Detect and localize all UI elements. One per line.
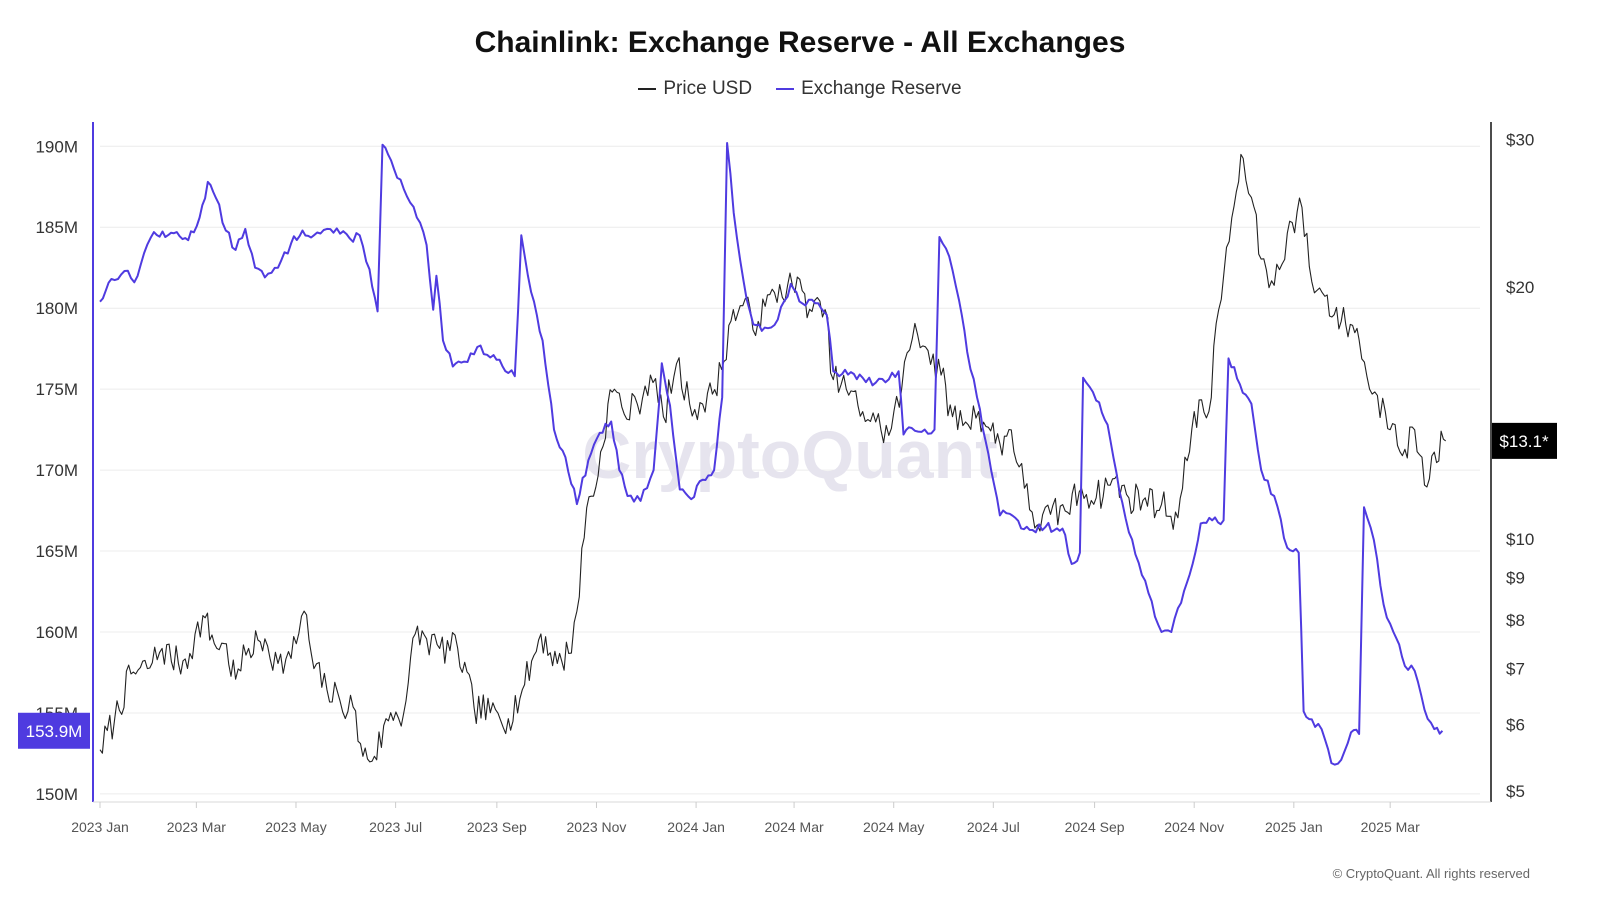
right-tick-label: $5 [1506,782,1525,801]
price-current-badge [1492,422,1557,459]
x-axis-ticks: 2023 Jan 2023 Mar 2023 May 2023 Jul 2023 Sep… [71,802,1420,835]
x-tick-label: 2025 Jan [1265,819,1323,835]
x-tick-label: 2023 Nov [567,819,627,835]
left-tick-label: 170M [35,461,78,480]
current-value-badges: 153.9M $13.1* [18,422,1557,749]
left-tick-label: 160M [35,623,78,642]
right-tick-label: $8 [1506,611,1525,630]
price-line [99,153,1447,763]
legend-swatch-price [638,88,657,90]
legend-label-reserve: Exchange Reserve [801,78,962,99]
x-tick-label: 2023 Sep [467,819,527,835]
reserve-series [99,142,1444,766]
left-tick-label: 175M [35,380,78,399]
x-tick-label: 2024 Nov [1164,819,1224,835]
left-tick-label: 180M [35,299,78,318]
price-current-label: $13.1* [1499,432,1549,451]
legend-item-reserve[interactable]: Exchange Reserve [776,78,962,100]
right-tick-label: $10 [1506,530,1534,549]
right-axis-ticks: $5 $6 $7 $8 $9 $10 $20 $30 [1506,131,1534,801]
right-tick-label: $20 [1506,278,1534,297]
gridlines [100,145,1480,795]
legend-label-price: Price USD [663,78,753,99]
reserve-current-badge [18,712,90,749]
x-tick-label: 2024 May [863,819,924,835]
x-tick-label: 2023 Jul [369,819,422,835]
price-series [99,153,1447,763]
x-tick-label: 2024 Jan [667,819,725,835]
watermark-text: CryptoQuant [582,417,998,493]
right-tick-label: $30 [1506,131,1534,150]
reserve-current-label: 153.9M [26,722,83,741]
right-tick-label: $6 [1506,716,1525,735]
chart-title: Chainlink: Exchange Reserve - All Exchan… [474,26,1126,59]
left-tick-label: 185M [35,218,78,237]
left-axis-ticks: 150M155M160M165M170M175M180M185M190M [35,137,78,804]
x-tick-label: 2025 Mar [1361,819,1420,835]
x-tick-label: 2024 Jul [967,819,1020,835]
reserve-line [99,142,1444,766]
x-tick-label: 2023 Jan [71,819,129,835]
copyright-text: © CryptoQuant. All rights reserved [1332,866,1530,881]
axes [92,122,1492,803]
x-tick-label: 2024 Mar [765,819,824,835]
legend: Price USD Exchange Reserve [0,78,1600,100]
left-tick-label: 190M [35,137,78,156]
x-tick-label: 2023 Mar [167,819,226,835]
legend-swatch-reserve [776,88,795,90]
left-tick-label: 150M [35,785,78,804]
right-tick-label: $9 [1506,568,1525,587]
legend-item-price[interactable]: Price USD [638,78,752,100]
left-tick-label: 165M [35,542,78,561]
x-tick-label: 2024 Sep [1065,819,1125,835]
x-tick-label: 2023 May [265,819,326,835]
right-tick-label: $7 [1506,660,1525,679]
